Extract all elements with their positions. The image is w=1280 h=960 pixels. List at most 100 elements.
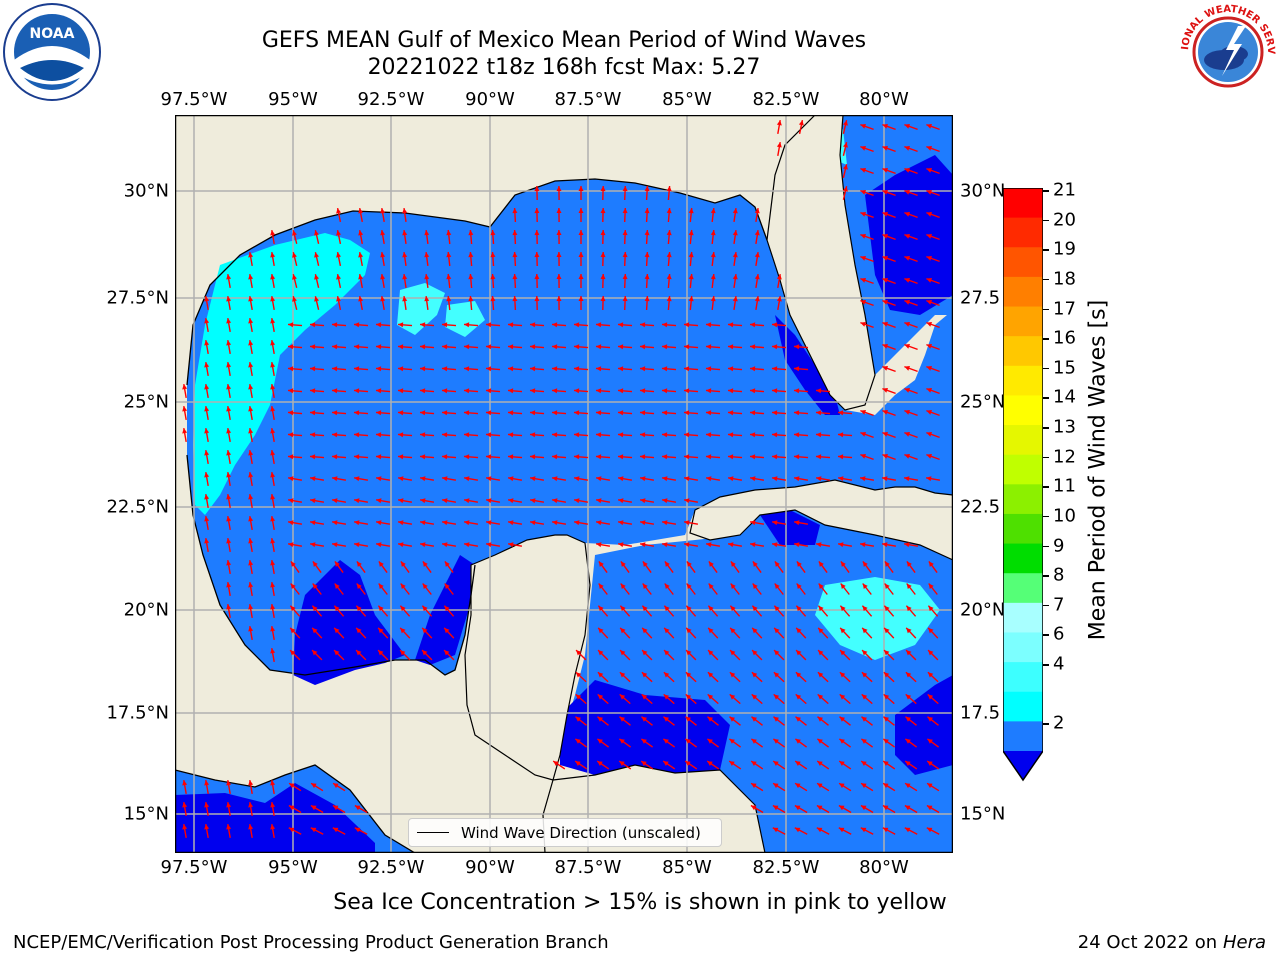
wind-arrow <box>443 649 455 661</box>
wind-arrow <box>705 432 721 438</box>
wind-arrow <box>270 449 276 465</box>
wind-arrow <box>816 738 830 748</box>
wind-arrow <box>422 583 432 595</box>
wind-arrow <box>226 779 232 795</box>
wind-arrow <box>663 627 675 639</box>
lon-tick-top: 82.5°W <box>752 89 820 110</box>
wind-arrow <box>860 211 874 219</box>
wind-arrow <box>927 716 939 726</box>
wind-arrow <box>226 515 232 531</box>
wind-arrow <box>883 716 895 726</box>
wind-arrow <box>287 498 303 504</box>
wind-arrow <box>751 627 763 639</box>
wind-arrow <box>419 542 435 548</box>
wind-arrow <box>794 804 808 814</box>
wind-arrow <box>485 454 501 460</box>
wind-arrow <box>443 605 455 617</box>
wind-arrow <box>884 583 894 595</box>
wind-arrow <box>226 493 232 509</box>
noaa-logo: NOAA <box>2 2 102 102</box>
lon-tick-bottom: 97.5°W <box>160 857 228 878</box>
wind-arrow <box>288 827 302 835</box>
wind-arrow <box>882 277 896 285</box>
wind-arrow <box>837 432 853 438</box>
wind-arrow <box>485 388 501 394</box>
sea-ice-note: Sea Ice Concentration > 15% is shown in … <box>333 890 947 915</box>
wind-arrow <box>683 542 699 548</box>
wind-arrow <box>578 208 584 222</box>
wind-arrow <box>204 427 210 443</box>
wind-arrow <box>818 583 828 595</box>
wind-arrow <box>375 454 391 460</box>
wind-arrow <box>882 343 896 351</box>
nws-logo: NATIONAL WEATHER SERVICE <box>1174 0 1278 100</box>
lon-tick-top: 80°W <box>859 89 909 110</box>
wind-arrow <box>226 295 232 311</box>
wind-arrow <box>751 649 763 661</box>
wind-arrow <box>617 542 633 548</box>
wind-arrow <box>248 801 254 817</box>
wind-arrow <box>507 410 523 416</box>
wind-arrow <box>883 605 895 617</box>
wind-arrow <box>684 738 698 748</box>
wind-arrow <box>331 322 347 328</box>
wind-arrow <box>641 693 653 705</box>
legend-line-swatch <box>417 832 449 833</box>
lon-tick-bottom: 85°W <box>662 857 712 878</box>
colorbar-tick-label: 20 <box>1053 209 1076 231</box>
wind-arrow <box>204 493 210 509</box>
wind-arrow <box>358 229 364 245</box>
wind-arrow <box>639 366 655 372</box>
wind-arrow <box>839 627 851 639</box>
wind-arrow <box>838 782 852 792</box>
wind-arrow <box>248 559 254 575</box>
wind-arrow <box>860 738 874 748</box>
lat-tick-left: 20°N <box>123 599 169 621</box>
wind-arrow <box>639 476 655 482</box>
wind-arrow <box>639 344 655 350</box>
wind-arrow <box>355 627 367 639</box>
map-panel <box>174 114 954 854</box>
wind-arrow <box>862 560 872 574</box>
lon-tick-bottom: 80°W <box>859 857 909 878</box>
wind-arrow <box>794 738 808 748</box>
wind-arrow <box>710 274 716 288</box>
lat-tick-left: 22.5°N <box>106 496 169 518</box>
wind-arrow <box>727 344 743 350</box>
wind-arrow <box>596 738 610 748</box>
wind-arrow <box>248 251 254 267</box>
wind-arrow <box>729 605 741 617</box>
wind-arrow <box>882 453 896 461</box>
wind-arrow <box>926 343 940 351</box>
wind-arrow <box>270 361 276 377</box>
wind-arrow <box>926 277 940 285</box>
wind-arrow <box>441 476 457 482</box>
wind-arrow <box>551 498 567 504</box>
colorbar-segment <box>1003 691 1043 722</box>
wind-arrow <box>311 605 323 617</box>
wind-arrow <box>226 537 232 553</box>
wind-arrow <box>925 476 941 482</box>
wind-arrow <box>578 296 584 310</box>
wind-arrow <box>463 410 479 416</box>
wind-arrow <box>661 432 677 438</box>
wind-arrow <box>837 476 853 482</box>
wind-arrow <box>556 273 562 289</box>
wind-arrow <box>575 716 587 726</box>
wind-arrow <box>402 251 408 267</box>
wind-arrow <box>353 542 369 548</box>
wind-arrow <box>270 779 276 795</box>
wind-arrow <box>927 649 939 661</box>
wind-arrow <box>441 410 457 416</box>
wind-arrow <box>641 671 653 683</box>
wind-arrow <box>375 520 391 526</box>
wind-arrow <box>182 427 188 443</box>
colorbar-segment <box>1003 602 1043 633</box>
wind-arrow <box>771 322 787 328</box>
wind-arrow <box>817 649 829 661</box>
wind-arrow <box>904 145 918 153</box>
wind-arrow <box>860 760 874 770</box>
wind-arrow <box>688 295 694 311</box>
wind-arrow <box>424 230 430 244</box>
wind-arrow <box>485 542 501 548</box>
